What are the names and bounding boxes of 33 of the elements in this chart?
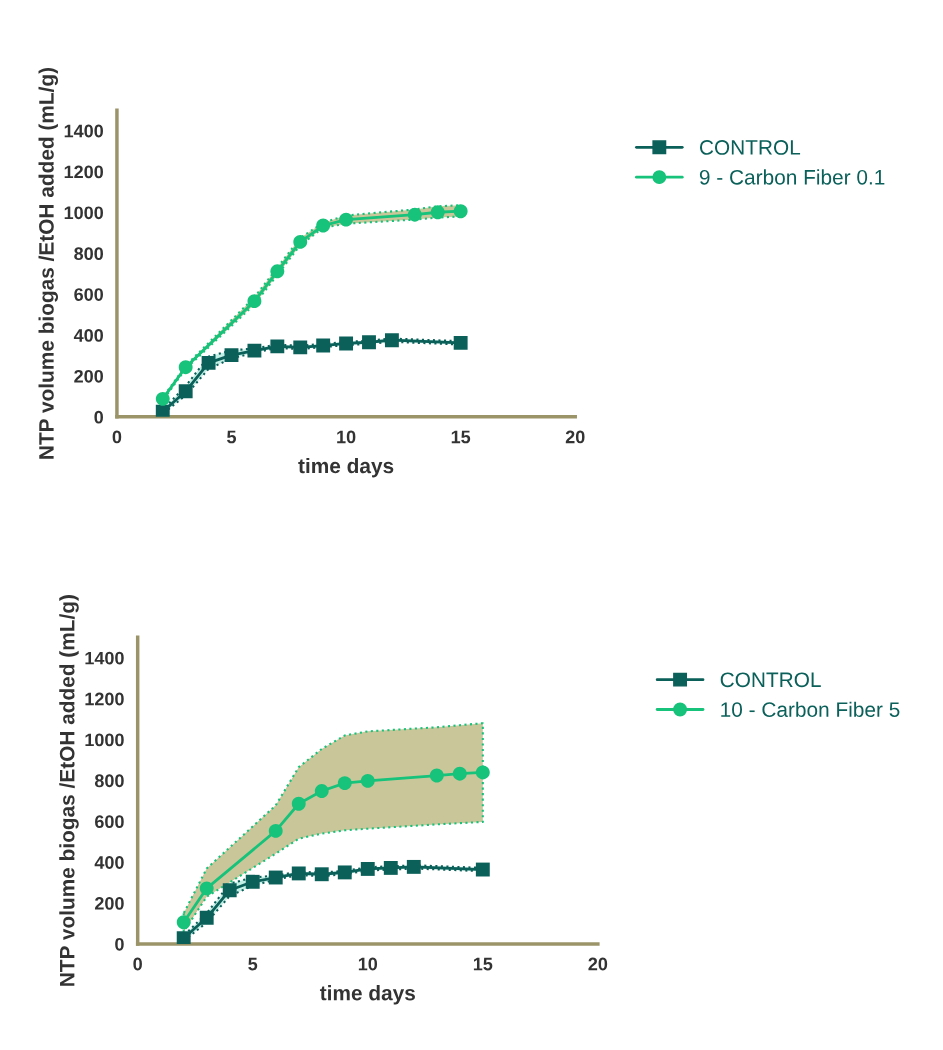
x-tick-label: 15: [451, 430, 471, 444]
y-tick-label: 800: [94, 774, 124, 788]
y-tick-label: 800: [74, 247, 103, 261]
y-axis-title: NTP volume biogas /EtOH added (mL/g): [59, 595, 79, 986]
y-tick-label: 0: [94, 410, 103, 424]
y-tick-label: 1000: [64, 206, 103, 220]
x-tick-label: 5: [248, 957, 258, 971]
x-tick-label: 15: [473, 957, 493, 971]
x-tick-label: 0: [133, 957, 142, 971]
x-tick-label: 20: [565, 430, 585, 444]
y-tick-label: 1400: [85, 651, 124, 665]
y-tick-label: 600: [74, 288, 103, 301]
x-axis-title: time days: [298, 457, 394, 478]
y-tick-label: 200: [94, 897, 124, 910]
x-tick-label: 20: [588, 957, 608, 971]
legend-label: CONTROL: [720, 672, 821, 688]
legend-label: 9 - Carbon Fiber 0.1: [699, 169, 885, 185]
y-tick-label: 400: [94, 856, 124, 869]
y-tick-label: 600: [95, 815, 124, 829]
y-tick-label: 200: [74, 369, 103, 383]
y-tick-label: 400: [73, 329, 103, 342]
x-tick-label: 10: [358, 957, 378, 971]
legend-label: 10 - Carbon Fiber 5: [721, 701, 900, 717]
y-tick-label: 0: [115, 937, 124, 951]
x-tick-label: 5: [227, 430, 237, 444]
x-axis-title: time days: [319, 985, 415, 1005]
legend-label: CONTROL: [699, 140, 801, 155]
y-axis-title: NTP volume biogas /EtOH added (mL/g): [38, 67, 59, 459]
y-tick-label: 1000: [85, 733, 124, 747]
x-tick-label: 10: [337, 430, 356, 444]
y-tick-label: 1400: [64, 124, 103, 138]
y-tick-label: 1200: [85, 692, 124, 706]
y-tick-label: 1200: [64, 165, 103, 179]
